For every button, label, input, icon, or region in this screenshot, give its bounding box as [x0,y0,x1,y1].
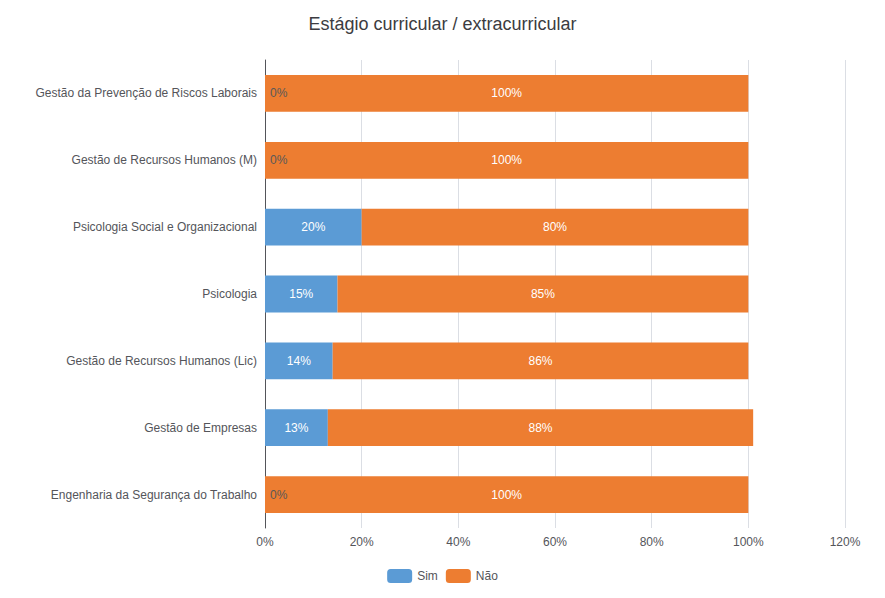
svg-text:20%: 20% [350,535,374,549]
svg-text:100%: 100% [491,488,522,502]
svg-text:86%: 86% [528,354,552,368]
svg-text:Gestão da Prevenção de Riscos: Gestão da Prevenção de Riscos Laborais [36,86,257,100]
svg-text:100%: 100% [491,86,522,100]
svg-text:85%: 85% [531,287,555,301]
svg-text:Psicologia: Psicologia [202,287,257,301]
svg-text:80%: 80% [640,535,664,549]
svg-text:0%: 0% [256,535,274,549]
svg-text:Engenharia da Segurança do Tra: Engenharia da Segurança do Trabalho [51,488,257,502]
svg-text:15%: 15% [289,287,313,301]
svg-text:120%: 120% [830,535,861,549]
svg-text:60%: 60% [543,535,567,549]
svg-text:40%: 40% [446,535,470,549]
svg-text:13%: 13% [284,421,308,435]
svg-text:Gestão de Recursos Humanos (M): Gestão de Recursos Humanos (M) [72,153,257,167]
svg-text:Sim: Sim [417,569,438,583]
svg-text:14%: 14% [287,354,311,368]
svg-text:88%: 88% [528,421,552,435]
svg-text:Estágio curricular / extracurr: Estágio curricular / extracurricular [308,14,576,34]
svg-text:0%: 0% [270,488,288,502]
svg-text:0%: 0% [270,153,288,167]
svg-text:Gestão de Recursos Humanos (Li: Gestão de Recursos Humanos (Lic) [66,354,257,368]
svg-text:Não: Não [476,569,498,583]
svg-text:0%: 0% [270,86,288,100]
svg-text:20%: 20% [301,220,325,234]
svg-text:100%: 100% [491,153,522,167]
svg-text:Psicologia Social e Organizaci: Psicologia Social e Organizacional [73,220,257,234]
svg-text:100%: 100% [733,535,764,549]
svg-text:80%: 80% [543,220,567,234]
svg-text:Gestão de Empresas: Gestão de Empresas [144,421,257,435]
